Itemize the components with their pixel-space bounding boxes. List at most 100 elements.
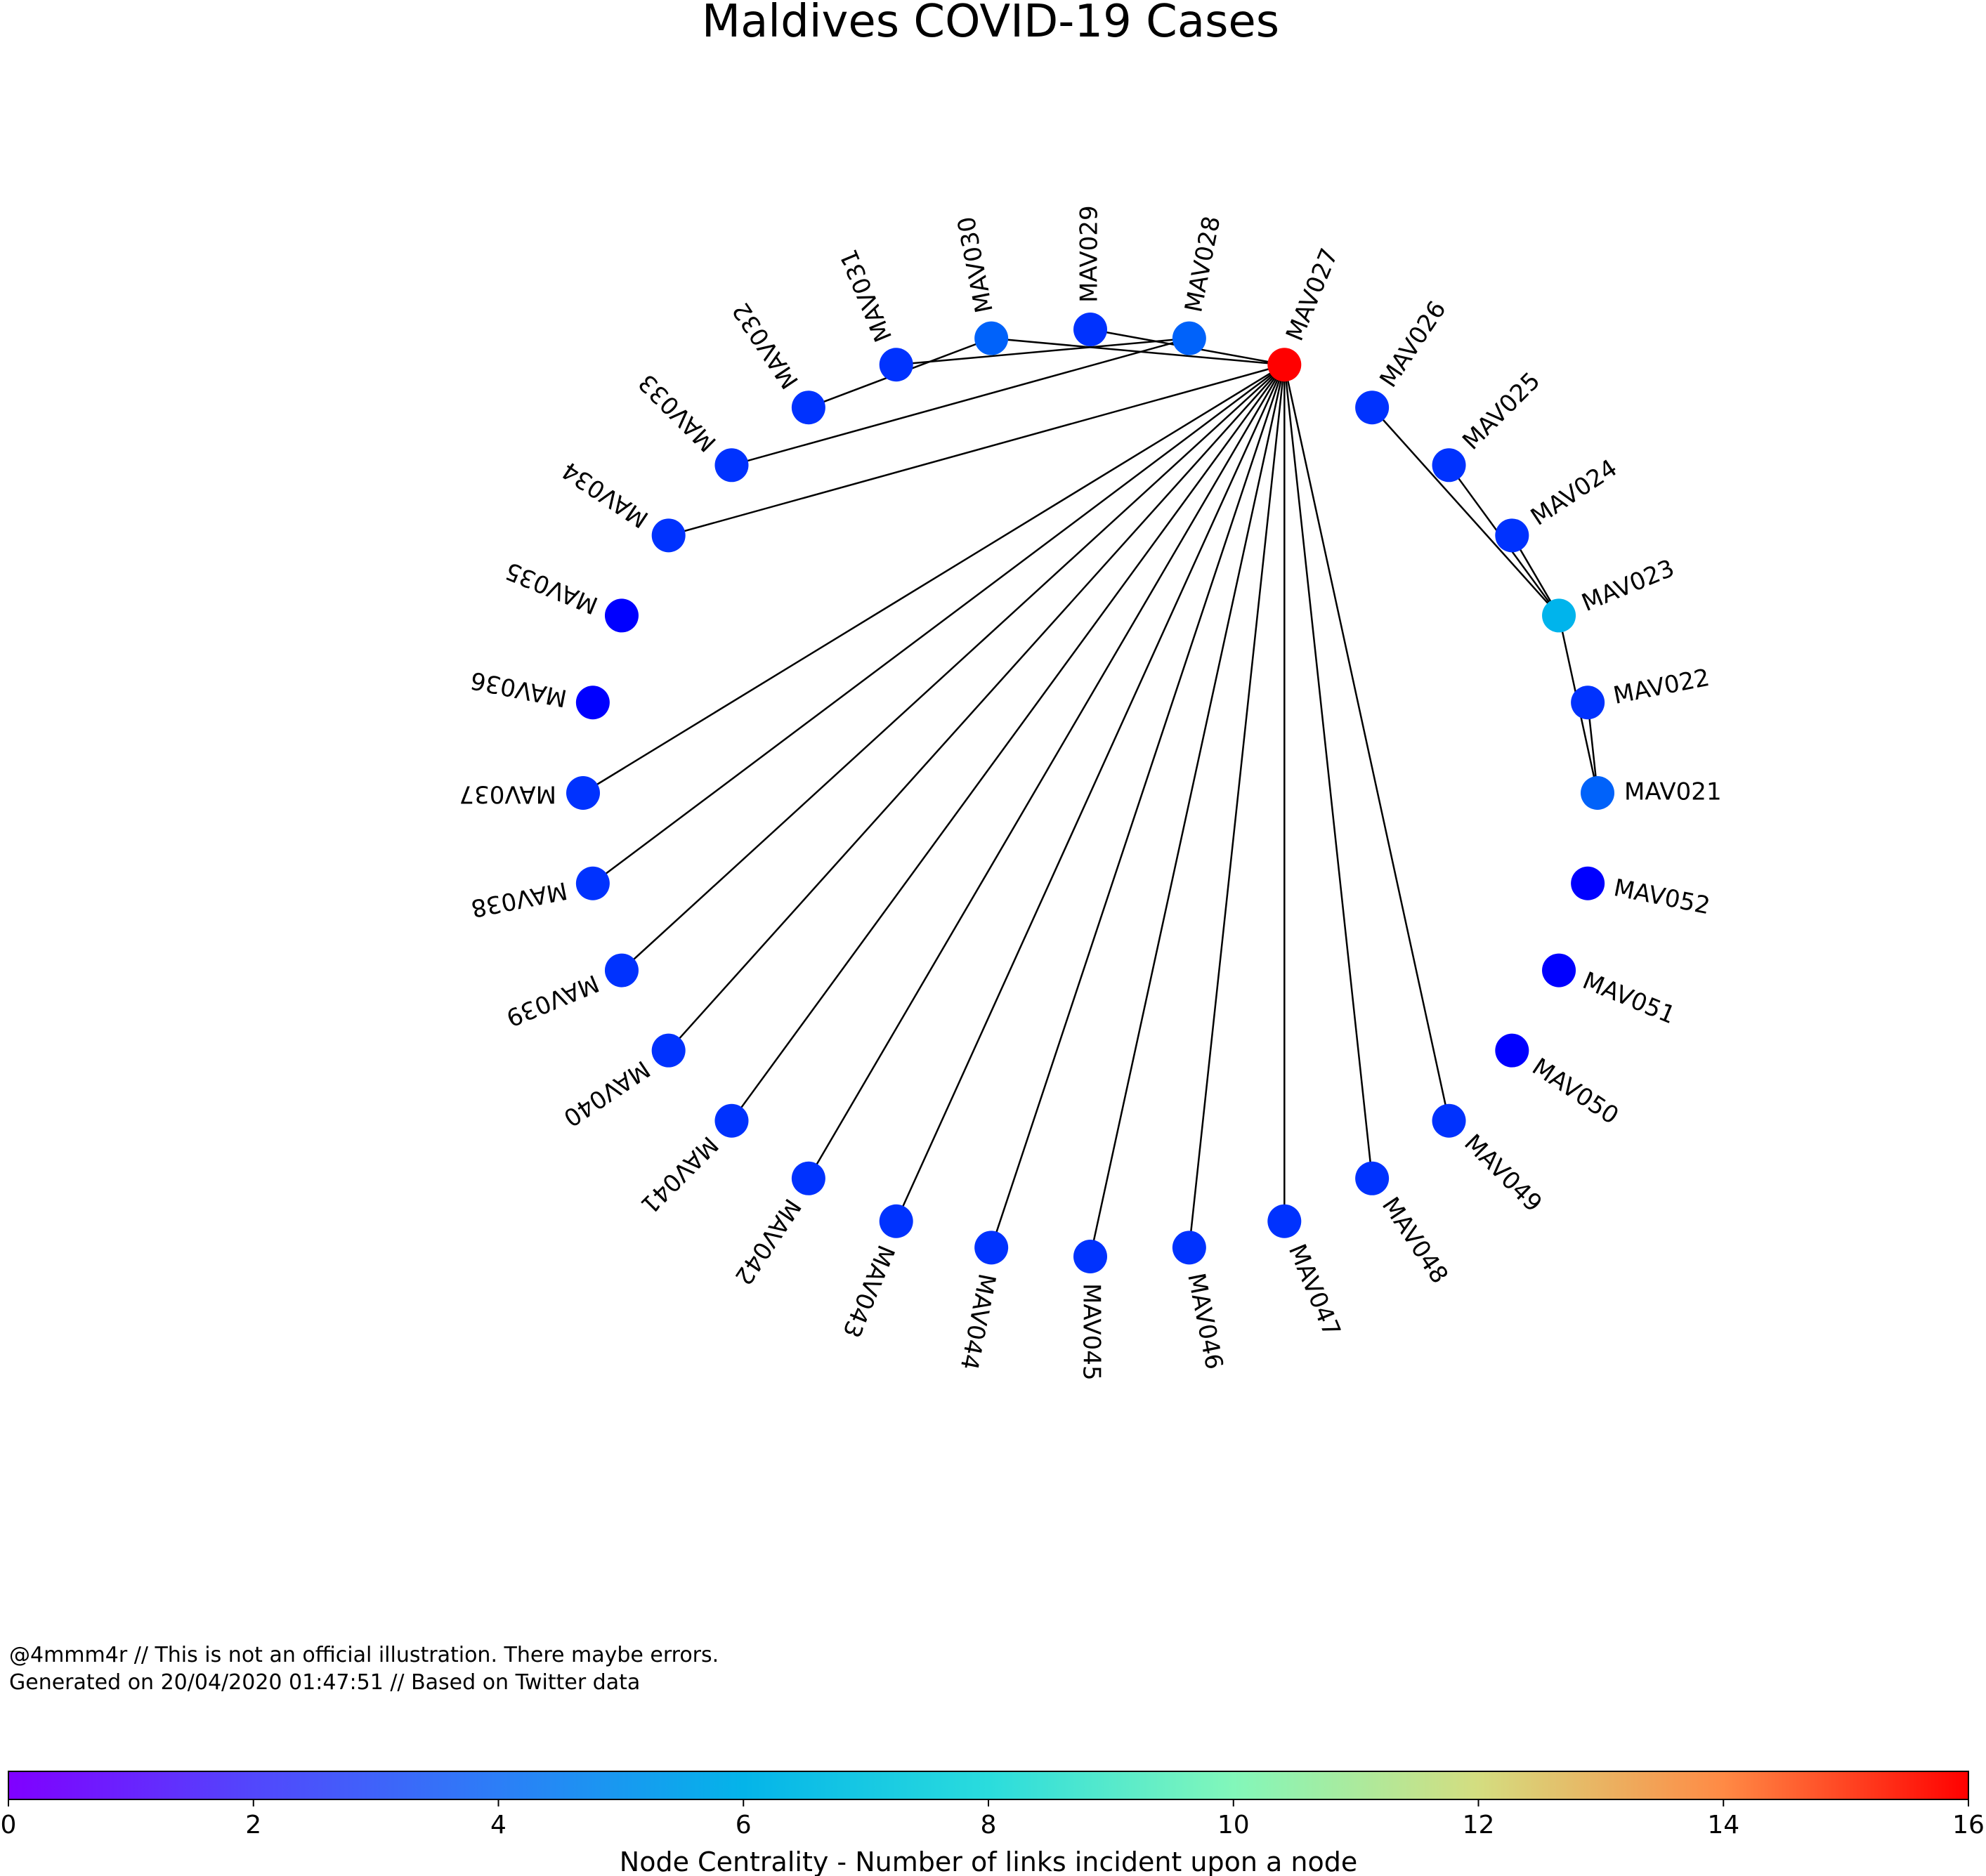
node-mav024[interactable] — [1495, 518, 1529, 553]
edge-mav027-mav030 — [991, 337, 1285, 366]
node-mav022[interactable] — [1571, 686, 1605, 720]
node-label-mav042: MAV042 — [729, 1193, 806, 1290]
edge-mav027-mav048 — [1283, 365, 1373, 1179]
node-mav032[interactable] — [791, 391, 825, 425]
node-label-mav041: MAV041 — [635, 1130, 724, 1219]
node-mav033[interactable] — [714, 448, 749, 483]
node-label-mav036: MAV036 — [468, 666, 569, 712]
node-mav028[interactable] — [1172, 321, 1206, 355]
node-mav043[interactable] — [879, 1204, 913, 1238]
node-label-mav035: MAV035 — [502, 556, 602, 619]
node-mav049[interactable] — [1432, 1103, 1466, 1138]
node-mav046[interactable] — [1172, 1231, 1206, 1265]
node-label-mav023: MAV023 — [1578, 554, 1678, 617]
edge-mav027-mav044 — [990, 364, 1286, 1248]
node-label-mav031: MAV031 — [835, 245, 898, 346]
node-mav031[interactable] — [879, 348, 913, 382]
colorbar-label: Node Centrality - Number of links incide… — [620, 1847, 1357, 1876]
node-label-mav029: MAV029 — [1076, 205, 1104, 303]
edge-mav027-mav045 — [1089, 364, 1286, 1257]
colorbar: 0 2 4 6 8 10 12 14 16 Node Centrality - Number o… — [1, 1771, 1985, 1876]
edge-mav028-mav033 — [731, 337, 1190, 466]
node-mav038[interactable] — [575, 866, 610, 900]
node-mav027[interactable] — [1267, 348, 1302, 382]
node-label-mav033: MAV033 — [633, 368, 721, 457]
node-mav052[interactable] — [1571, 866, 1605, 900]
node-mav035[interactable] — [604, 598, 639, 633]
colorbar-tick-label: 6 — [736, 1811, 752, 1839]
node-mav051[interactable] — [1542, 953, 1576, 988]
edge-mav027-mav043 — [895, 364, 1286, 1222]
node-mav029[interactable] — [1073, 313, 1107, 346]
chart-title: Maldives COVID-19 Cases — [702, 0, 1279, 48]
colorbar-gradient — [8, 1771, 1969, 1800]
node-label-mav040: MAV040 — [558, 1054, 655, 1131]
node-label-mav038: MAV038 — [469, 876, 570, 922]
node-mav050[interactable] — [1495, 1033, 1529, 1068]
node-label-mav027: MAV027 — [1281, 244, 1344, 345]
node-mav042[interactable] — [791, 1161, 825, 1195]
edge-mav027-mav046 — [1188, 365, 1286, 1248]
node-label-mav044: MAV044 — [955, 1271, 1001, 1372]
colorbar-tick-label: 14 — [1707, 1811, 1739, 1839]
colorbar-tick-label: 0 — [1, 1811, 17, 1839]
node-mav045[interactable] — [1073, 1240, 1107, 1273]
colorbar-tick-label: 8 — [981, 1811, 997, 1839]
node-mav036[interactable] — [575, 686, 610, 720]
edge-mav027-mav034 — [668, 364, 1285, 537]
node-label-mav049: MAV049 — [1458, 1129, 1547, 1217]
edge-mav027-mav037 — [582, 364, 1285, 794]
node-label-mav034: MAV034 — [557, 456, 653, 533]
node-label-mav021: MAV021 — [1624, 778, 1722, 806]
node-mav048[interactable] — [1355, 1161, 1390, 1195]
node-label-mav050: MAV050 — [1527, 1053, 1624, 1130]
node-mav040[interactable] — [651, 1033, 686, 1068]
colorbar-tick-label: 2 — [245, 1811, 261, 1839]
node-mav047[interactable] — [1267, 1204, 1302, 1238]
edge-mav027-mav038 — [592, 364, 1286, 884]
edge-mav027-mav039 — [621, 364, 1286, 971]
node-label-mav024: MAV024 — [1526, 454, 1622, 531]
node-label-mav026: MAV026 — [1374, 296, 1451, 392]
node-label-mav039: MAV039 — [502, 969, 603, 1032]
edge-mav027-mav042 — [807, 364, 1286, 1179]
node-label-mav032: MAV032 — [727, 297, 804, 393]
node-mav034[interactable] — [651, 518, 686, 553]
colorbar-tick-label: 16 — [1952, 1811, 1985, 1839]
node-mav026[interactable] — [1355, 391, 1390, 425]
node-label-mav043: MAV043 — [837, 1241, 900, 1342]
colorbar-tick-label: 4 — [490, 1811, 507, 1839]
node-mav037[interactable] — [566, 776, 600, 810]
edge-mav027-mav040 — [667, 364, 1286, 1051]
node-label-mav028: MAV028 — [1180, 214, 1226, 315]
node-label-mav048: MAV048 — [1376, 1192, 1453, 1288]
node-label-mav030: MAV030 — [953, 214, 999, 315]
node-label-mav045: MAV045 — [1078, 1283, 1106, 1381]
node-mav023[interactable] — [1542, 598, 1576, 633]
nodes-layer — [566, 313, 1614, 1273]
footer-line-2: Generated on 20/04/2020 01:47:51 // Base… — [9, 1670, 641, 1695]
node-mav041[interactable] — [714, 1103, 749, 1138]
node-label-mav046: MAV046 — [1182, 1271, 1228, 1372]
colorbar-tick-label: 10 — [1217, 1811, 1250, 1839]
node-mav025[interactable] — [1432, 448, 1466, 483]
node-mav021[interactable] — [1581, 776, 1614, 810]
node-label-mav025: MAV025 — [1457, 367, 1546, 455]
node-mav039[interactable] — [604, 953, 639, 988]
node-mav044[interactable] — [974, 1231, 1009, 1265]
colorbar-ticks: 0 2 4 6 8 10 12 14 16 — [1, 1799, 1985, 1839]
node-label-mav052: MAV052 — [1612, 874, 1713, 920]
node-label-mav051: MAV051 — [1579, 966, 1679, 1030]
colorbar-tick-label: 12 — [1463, 1811, 1495, 1839]
node-mav030[interactable] — [974, 321, 1009, 355]
edge-mav028-mav031 — [896, 337, 1189, 366]
edge-mav027-mav041 — [731, 364, 1286, 1122]
edge-mav027-mav049 — [1283, 364, 1450, 1121]
node-label-mav022: MAV022 — [1611, 664, 1712, 710]
node-label-mav037: MAV037 — [459, 780, 556, 808]
node-label-mav047: MAV047 — [1283, 1240, 1346, 1341]
edges-layer — [582, 328, 1599, 1257]
footer-line-1: @4mmm4r // This is not an official illus… — [9, 1643, 719, 1667]
edge-mav023-mav026 — [1371, 407, 1560, 617]
